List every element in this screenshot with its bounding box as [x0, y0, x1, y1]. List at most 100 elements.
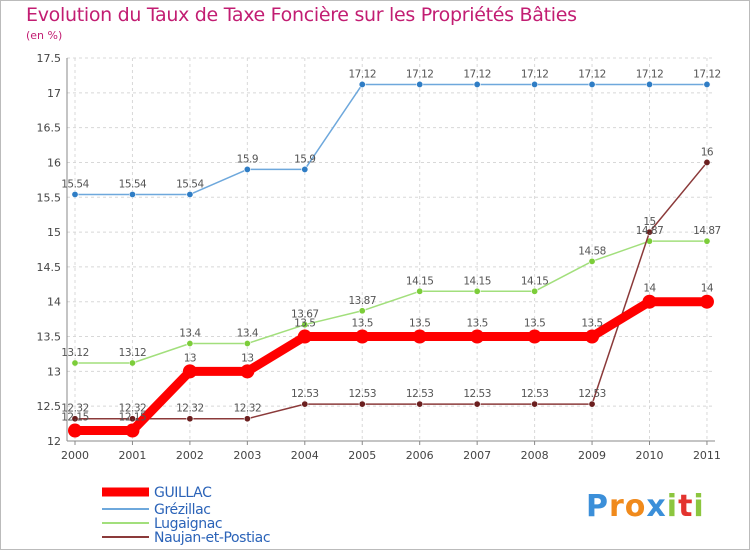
data-point [186, 340, 194, 348]
data-point [71, 359, 79, 367]
x-tick-label: 2007 [463, 449, 491, 462]
x-tick-label: 2006 [406, 449, 434, 462]
y-tick-label: 17 [47, 87, 61, 100]
legend-label: Naujan-et-Postiac [154, 530, 270, 546]
data-point [531, 400, 539, 408]
data-point [585, 329, 600, 344]
x-tick-label: 2004 [291, 449, 319, 462]
data-point [416, 400, 424, 408]
data-label: 14.58 [578, 245, 606, 257]
data-point [703, 237, 711, 245]
legend-label: Grézillac [154, 502, 211, 518]
series-line-lugaignac [75, 240, 707, 364]
chart-title: Evolution du Taux de Taxe Foncière sur l… [26, 4, 577, 26]
data-point [588, 257, 596, 265]
data-point [358, 400, 366, 408]
data-point [243, 165, 251, 173]
y-tick-label: 15 [47, 226, 61, 239]
data-point [301, 400, 309, 408]
legend-label: GUILLAC [154, 485, 212, 501]
y-tick-label: 13.5 [37, 331, 62, 344]
data-label: 12.53 [291, 388, 319, 400]
y-tick-label: 16 [47, 156, 61, 169]
series-line-guillac [75, 297, 707, 436]
data-label: 16 [701, 146, 714, 158]
data-label: 14.87 [636, 225, 664, 237]
data-label: 13.12 [119, 347, 147, 359]
data-label: 12.53 [348, 388, 376, 400]
data-point [412, 329, 427, 344]
data-label: 14 [701, 283, 714, 295]
data-label: 13.4 [237, 328, 259, 340]
plot-area [67, 58, 715, 441]
logo-letter: t [678, 489, 694, 524]
data-label: 13.4 [179, 328, 201, 340]
data-point [470, 329, 485, 344]
data-label: 12.32 [61, 403, 89, 415]
data-label: 14.15 [406, 275, 434, 287]
data-label: 13.5 [409, 318, 430, 330]
data-point [703, 158, 711, 166]
data-label: 12.53 [521, 388, 549, 400]
x-tick-label: 2010 [636, 449, 664, 462]
data-point [645, 80, 653, 88]
data-label: 13.87 [348, 295, 376, 307]
y-tick-label: 14.5 [37, 261, 62, 274]
proxiti-logo: Proxiti [586, 489, 705, 524]
data-label: 17.12 [406, 68, 434, 80]
logo-letter: o [624, 489, 647, 524]
logo-letter: i [693, 489, 705, 524]
x-tick-label: 2003 [233, 449, 261, 462]
logo-letter: r [609, 489, 625, 524]
data-label: 14 [643, 283, 656, 295]
data-label: 13.67 [291, 309, 319, 321]
data-label: 13.12 [61, 347, 89, 359]
y-tick-label: 12.5 [37, 400, 62, 413]
data-label: 12.15 [119, 412, 147, 424]
y-tick-label: 16.5 [37, 122, 62, 135]
data-point [186, 190, 194, 198]
data-label: 13.5 [352, 318, 373, 330]
data-label: 15.9 [294, 153, 315, 165]
data-label: 17.12 [463, 68, 491, 80]
data-point [182, 364, 197, 379]
x-tick-label: 2009 [578, 449, 606, 462]
data-label: 13.5 [581, 318, 602, 330]
data-label: 17.12 [636, 68, 664, 80]
x-tick-label: 2001 [118, 449, 146, 462]
data-point [128, 415, 136, 423]
data-point [128, 190, 136, 198]
data-point [186, 415, 194, 423]
data-label: 15.9 [237, 153, 258, 165]
data-point [416, 80, 424, 88]
y-tick-label: 13 [47, 365, 61, 378]
data-point [355, 329, 370, 344]
data-label: 13.5 [294, 318, 315, 330]
data-point [301, 321, 309, 329]
data-point [125, 423, 140, 438]
data-point [358, 80, 366, 88]
data-label: 17.12 [578, 68, 606, 80]
data-point [297, 329, 312, 344]
x-tick-label: 2000 [61, 449, 89, 462]
data-label: 12.15 [61, 412, 89, 424]
data-label: 12.53 [463, 388, 491, 400]
data-point [588, 80, 596, 88]
data-point [128, 359, 136, 367]
data-label: 14.15 [463, 275, 491, 287]
y-tick-label: 12 [47, 435, 61, 448]
data-point [642, 294, 657, 309]
data-point [68, 423, 82, 438]
series-line-naujan-et-postiac [75, 161, 708, 420]
y-tick-label: 15.5 [37, 191, 62, 204]
data-point [358, 307, 366, 315]
y-tick-label: 17.5 [37, 52, 62, 65]
data-label: 15.54 [119, 178, 147, 190]
series-line-gr-zillac [75, 83, 707, 196]
x-tick-label: 2008 [521, 449, 549, 462]
data-label: 13 [241, 352, 253, 364]
data-label: 13.5 [466, 318, 487, 330]
data-point [71, 415, 79, 423]
data-label: 12.32 [176, 403, 204, 415]
